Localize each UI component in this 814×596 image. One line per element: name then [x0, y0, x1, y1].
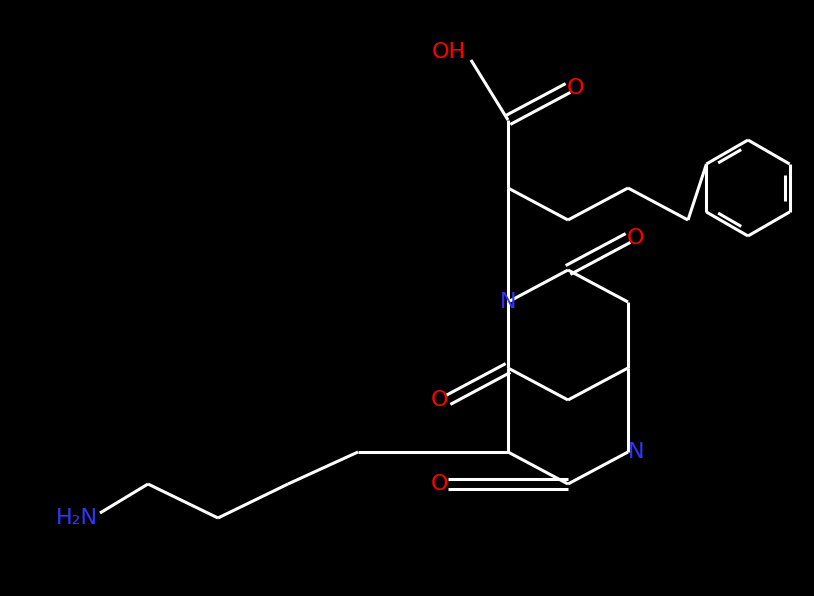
Text: N: N — [628, 442, 644, 462]
Text: OH: OH — [432, 42, 466, 62]
Text: O: O — [567, 78, 584, 98]
Text: O: O — [431, 474, 449, 494]
Text: O: O — [431, 390, 449, 410]
Text: H₂N: H₂N — [56, 508, 98, 528]
Text: N: N — [500, 292, 516, 312]
Text: O: O — [628, 228, 645, 248]
